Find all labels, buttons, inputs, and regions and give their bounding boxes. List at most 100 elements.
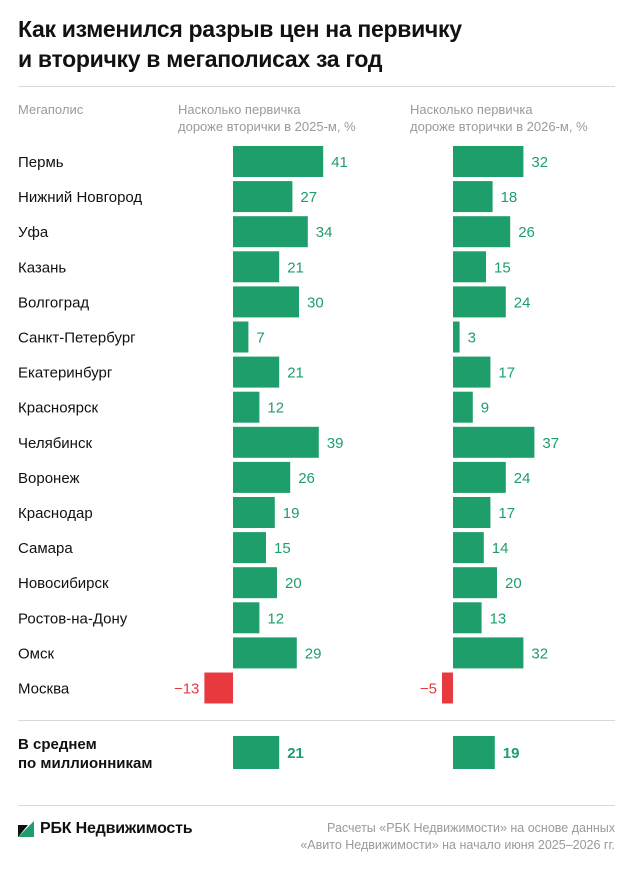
city-2025-bar bbox=[233, 637, 297, 669]
source-note-line-1: Расчеты «РБК Недвижимости» на основе дан… bbox=[327, 821, 615, 835]
city-2026-bar bbox=[453, 181, 493, 213]
city-label: Самара bbox=[18, 540, 73, 557]
city-2025-bar bbox=[233, 532, 266, 564]
city-2026-bar bbox=[442, 672, 453, 704]
city-2025-value-label: 19 bbox=[283, 505, 300, 522]
city-2026-bar bbox=[453, 146, 524, 177]
city-label: Краснодар bbox=[18, 505, 93, 522]
city-label: Москва bbox=[18, 681, 70, 698]
city-2025-bar bbox=[233, 216, 308, 248]
city-label: Ростов-на-Дону bbox=[18, 610, 128, 627]
source-note-line-2: «Авито Недвижимости» на начало июня 2025… bbox=[300, 838, 615, 852]
city-2026-value-label: 14 bbox=[492, 540, 509, 557]
chart-title-line-2: и вторичку в мегаполисах за год bbox=[18, 46, 383, 72]
source-note: Расчеты «РБК Недвижимости» на основе дан… bbox=[300, 820, 615, 854]
city-2026-bar bbox=[453, 216, 511, 248]
city-2025-value-label: 29 bbox=[305, 645, 322, 662]
city-2025-bar bbox=[233, 251, 280, 283]
average-2025-value-label: 21 bbox=[287, 745, 304, 762]
header-divider bbox=[18, 86, 615, 87]
city-2025-value-label: 12 bbox=[267, 400, 284, 417]
city-2025-value-label: 12 bbox=[267, 610, 284, 627]
city-label: Екатеринбург bbox=[18, 365, 113, 382]
city-2025-value-label: 26 bbox=[298, 470, 315, 487]
city-2026-bar bbox=[453, 532, 484, 564]
city-2026-value-label: 32 bbox=[531, 154, 548, 171]
city-2026-bar bbox=[453, 426, 535, 458]
city-2026-value-label: 20 bbox=[505, 575, 522, 592]
chart-title-line-1: Как изменился разрыв цен на первичку bbox=[18, 16, 462, 42]
city-2025-value-label: 34 bbox=[316, 224, 333, 241]
column-header-2025-line-1: Насколько первичка bbox=[178, 102, 301, 117]
city-2026-bar bbox=[453, 356, 491, 388]
city-2025-value-label: 30 bbox=[307, 294, 324, 311]
city-2025-value-label: −13 bbox=[174, 681, 199, 698]
city-2026-bar bbox=[453, 567, 497, 599]
city-label: Волгоград bbox=[18, 294, 89, 311]
city-2025-bar bbox=[233, 356, 280, 388]
city-2025-bar bbox=[233, 146, 324, 177]
city-2026-bar bbox=[453, 602, 482, 634]
city-2026-bar bbox=[453, 497, 491, 528]
average-2025-bar bbox=[233, 736, 280, 769]
city-2026-bar bbox=[453, 637, 524, 669]
city-2026-value-label: 17 bbox=[498, 365, 515, 382]
rbc-logo-icon bbox=[18, 821, 34, 837]
city-2025-value-label: 15 bbox=[274, 540, 291, 557]
column-header-2025-line-2: дороже вторички в 2025-м, % bbox=[178, 119, 356, 134]
city-2025-bar bbox=[233, 497, 275, 528]
city-2026-value-label: 24 bbox=[514, 470, 531, 487]
city-2026-value-label: 32 bbox=[531, 645, 548, 662]
city-2025-bar bbox=[233, 567, 277, 599]
city-2025-bar bbox=[233, 286, 299, 318]
city-2026-bar bbox=[453, 321, 460, 353]
city-2026-value-label: 24 bbox=[514, 294, 531, 311]
city-2025-value-label: 27 bbox=[300, 189, 317, 206]
city-2025-value-label: 7 bbox=[256, 330, 264, 347]
city-2025-bar bbox=[233, 602, 260, 634]
city-2026-bar bbox=[453, 286, 506, 318]
city-2025-value-label: 21 bbox=[287, 365, 304, 382]
city-2026-value-label: 18 bbox=[501, 189, 518, 206]
city-2026-value-label: 26 bbox=[518, 224, 535, 241]
average-label-line-2: по миллионникам bbox=[18, 755, 152, 772]
city-label: Санкт-Петербург bbox=[18, 330, 136, 347]
city-label: Новосибирск bbox=[18, 575, 109, 592]
column-header-city: Мегаполис bbox=[18, 101, 83, 118]
city-2026-value-label: 15 bbox=[494, 259, 511, 276]
city-2025-bar bbox=[233, 426, 319, 458]
average-2026-bar bbox=[453, 736, 495, 769]
city-2026-value-label: 17 bbox=[498, 505, 515, 522]
column-header-city-label: Мегаполис bbox=[18, 102, 84, 117]
city-label: Нижний Новгород bbox=[18, 189, 142, 206]
bar-chart: Пермь 41 32 Нижний Новгород 27 18 Уфа 34 26 Казан… bbox=[18, 146, 559, 772]
column-header-2026-line-1: Насколько первичка bbox=[410, 102, 533, 117]
city-2025-bar bbox=[204, 672, 233, 704]
city-2026-value-label: 13 bbox=[490, 610, 507, 627]
city-2026-bar bbox=[453, 391, 473, 423]
column-header-2026-line-2: дороже вторички в 2026-м, % bbox=[410, 119, 588, 134]
city-2025-bar bbox=[233, 391, 260, 423]
city-2026-value-label: 37 bbox=[542, 435, 559, 452]
city-2025-value-label: 39 bbox=[327, 435, 344, 452]
city-2026-bar bbox=[453, 461, 506, 493]
column-header-2025: Насколько первичка дороже вторички в 202… bbox=[178, 101, 356, 135]
city-2025-value-label: 21 bbox=[287, 259, 304, 276]
city-2025-value-label: 41 bbox=[331, 154, 348, 171]
footer-divider bbox=[18, 805, 615, 806]
average-2026-value-label: 19 bbox=[503, 745, 520, 762]
city-label: Красноярск bbox=[18, 400, 99, 417]
brand-name: РБК Недвижимость bbox=[40, 820, 193, 837]
city-2026-value-label: −5 bbox=[420, 681, 437, 698]
city-label: Челябинск bbox=[18, 435, 92, 452]
chart-title: Как изменился разрыв цен на первичку и в… bbox=[18, 14, 618, 74]
city-2025-bar bbox=[233, 321, 249, 353]
city-label: Уфа bbox=[18, 224, 49, 241]
city-2026-value-label: 3 bbox=[468, 330, 476, 347]
column-header-2026: Насколько первичка дороже вторички в 202… bbox=[410, 101, 588, 135]
city-2025-value-label: 20 bbox=[285, 575, 302, 592]
city-2025-bar bbox=[233, 461, 291, 493]
city-2026-value-label: 9 bbox=[481, 400, 489, 417]
average-label-line-1: В среднем bbox=[18, 736, 97, 753]
city-label: Омск bbox=[18, 645, 54, 662]
